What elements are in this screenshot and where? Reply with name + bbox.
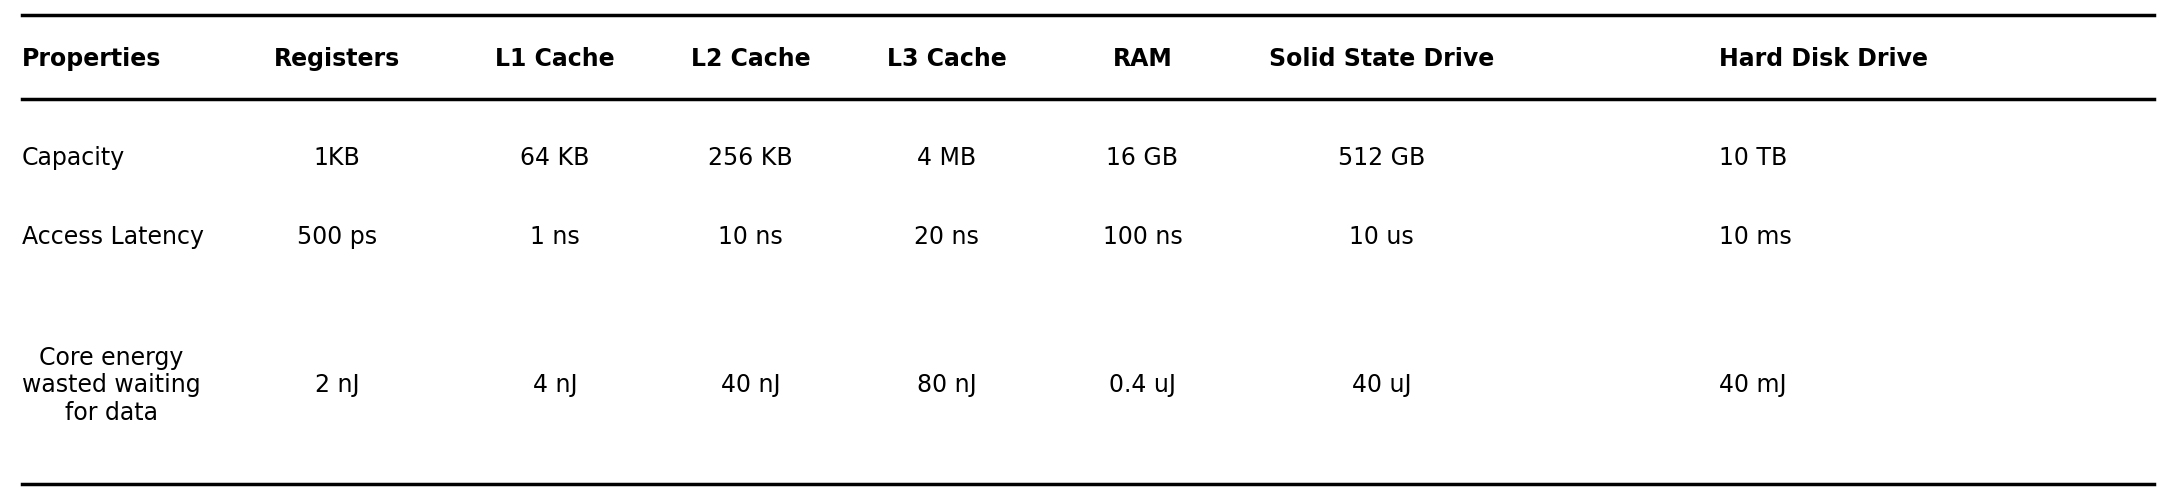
- Text: L2 Cache: L2 Cache: [692, 47, 809, 71]
- Text: 500 ps: 500 ps: [298, 225, 376, 249]
- Text: Core energy
wasted waiting
for data: Core energy wasted waiting for data: [22, 345, 200, 425]
- Text: 80 nJ: 80 nJ: [916, 373, 977, 397]
- Text: 1 ns: 1 ns: [531, 225, 579, 249]
- Text: Properties: Properties: [22, 47, 161, 71]
- Text: 256 KB: 256 KB: [709, 146, 792, 170]
- Text: Capacity: Capacity: [22, 146, 124, 170]
- Text: L1 Cache: L1 Cache: [496, 47, 614, 71]
- Text: 1KB: 1KB: [313, 146, 361, 170]
- Text: 512 GB: 512 GB: [1338, 146, 1425, 170]
- Text: 40 mJ: 40 mJ: [1719, 373, 1786, 397]
- Text: Registers: Registers: [274, 47, 400, 71]
- Text: Solid State Drive: Solid State Drive: [1269, 47, 1495, 71]
- Text: 2 nJ: 2 nJ: [316, 373, 359, 397]
- Text: 16 GB: 16 GB: [1105, 146, 1179, 170]
- Text: Hard Disk Drive: Hard Disk Drive: [1719, 47, 1928, 71]
- Text: 10 TB: 10 TB: [1719, 146, 1786, 170]
- Text: 64 KB: 64 KB: [520, 146, 590, 170]
- Text: 40 uJ: 40 uJ: [1351, 373, 1412, 397]
- Text: RAM: RAM: [1112, 47, 1173, 71]
- Text: 10 us: 10 us: [1349, 225, 1414, 249]
- Text: 40 nJ: 40 nJ: [720, 373, 781, 397]
- Text: 4 nJ: 4 nJ: [533, 373, 577, 397]
- Text: Access Latency: Access Latency: [22, 225, 205, 249]
- Text: 10 ns: 10 ns: [718, 225, 783, 249]
- Text: 100 ns: 100 ns: [1103, 225, 1182, 249]
- Text: L3 Cache: L3 Cache: [886, 47, 1007, 71]
- Text: 0.4 uJ: 0.4 uJ: [1110, 373, 1175, 397]
- Text: 10 ms: 10 ms: [1719, 225, 1791, 249]
- Text: 20 ns: 20 ns: [914, 225, 979, 249]
- Text: 4 MB: 4 MB: [916, 146, 977, 170]
